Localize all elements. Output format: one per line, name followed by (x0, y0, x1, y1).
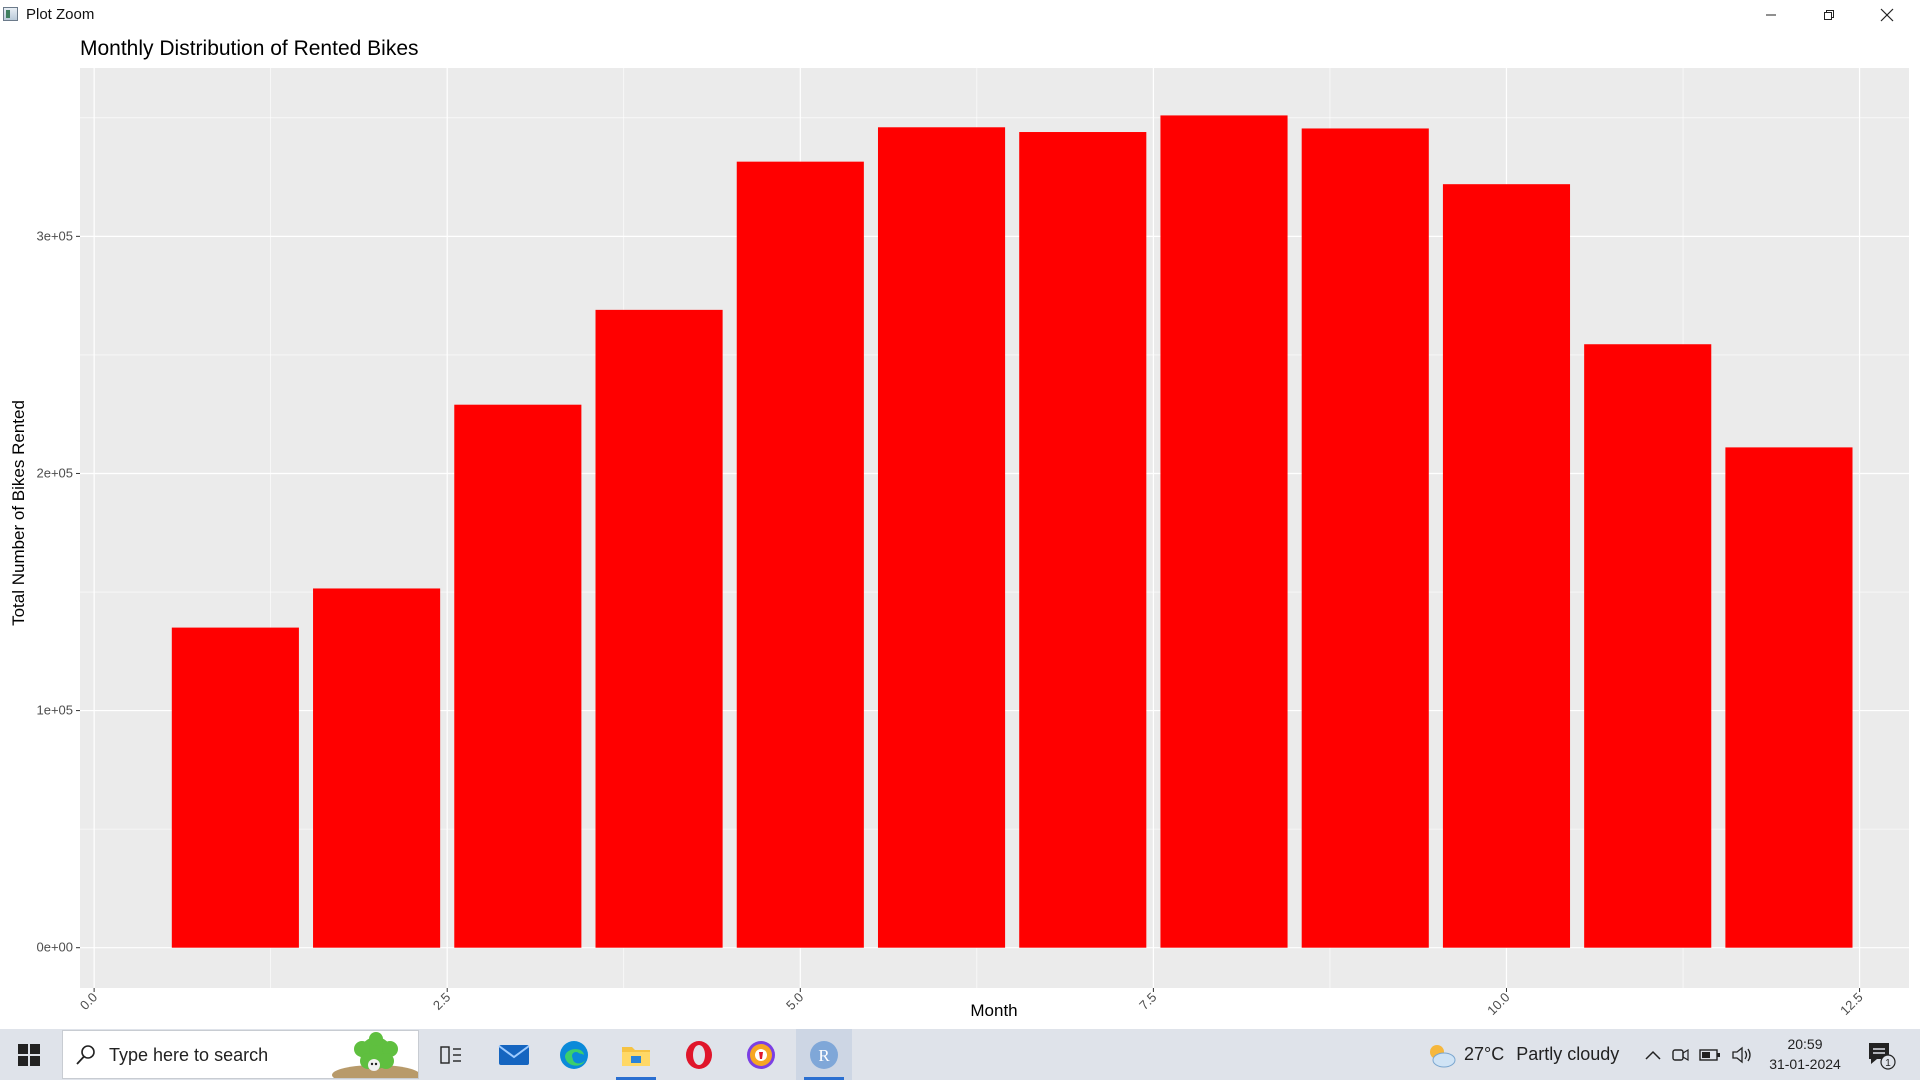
r-app[interactable]: R (796, 1029, 852, 1080)
close-button[interactable] (1858, 0, 1916, 29)
system-clock[interactable]: 20:59 31-01-2024 (1760, 1034, 1850, 1074)
close-icon (1880, 8, 1894, 21)
notification-icon: 1 (1869, 1043, 1896, 1070)
bar-month-11 (1584, 344, 1712, 948)
x-tick-label: 7.5 (1136, 990, 1159, 1013)
clock-time: 20:59 (1787, 1036, 1823, 1052)
restore-icon (1824, 9, 1834, 20)
bar-month-6 (877, 127, 1006, 948)
bar-month-3 (454, 404, 582, 948)
y-tick-label: 3e+05 (36, 228, 73, 243)
taskbar: Type here to search (0, 1029, 1920, 1080)
chevron-up-icon[interactable] (1645, 1049, 1661, 1061)
speaker-icon[interactable] (1731, 1046, 1753, 1064)
bar-month-7 (1019, 132, 1147, 948)
task-view-icon (440, 1045, 461, 1064)
window-titlebar: Plot Zoom (0, 0, 1920, 29)
bar-month-2 (313, 588, 441, 948)
x-tick-label: 10.0 (1484, 990, 1513, 1019)
notification-center-button[interactable]: 1 (1866, 1040, 1896, 1075)
bar-month-5 (736, 161, 864, 948)
x-axis-title: Month (970, 1001, 1017, 1020)
x-tick-label: 12.5 (1837, 990, 1866, 1019)
mail-icon (498, 1044, 530, 1065)
opera-icon (686, 1040, 712, 1069)
notification-count: 1 (1885, 1058, 1891, 1069)
clock-date: 31-01-2024 (1769, 1056, 1841, 1072)
bars (171, 115, 1853, 948)
edge-app[interactable] (546, 1029, 602, 1080)
bar-month-8 (1160, 115, 1288, 948)
x-tick-label: 0.0 (77, 990, 100, 1013)
search-highlight-illustration (332, 1032, 418, 1078)
r-icon: R (810, 1040, 838, 1069)
search-placeholder: Type here to search (109, 1045, 269, 1065)
search-icon (76, 1045, 95, 1065)
restore-button[interactable] (1800, 0, 1858, 29)
weather-temperature: 27°C (1464, 1044, 1505, 1064)
system-tray (1645, 1029, 1753, 1080)
bar-month-9 (1301, 128, 1429, 948)
x-tick-label: 2.5 (430, 990, 453, 1013)
y-tick-label: 1e+05 (36, 703, 73, 718)
edge-icon (560, 1040, 588, 1069)
windows-logo-icon (18, 1043, 40, 1066)
y-tick-label: 2e+05 (36, 465, 73, 480)
chart-title: Monthly Distribution of Rented Bikes (80, 37, 419, 60)
y-tick-label: 0e+00 (36, 940, 73, 955)
x-tick-label: 5.0 (783, 990, 806, 1013)
window-title: Plot Zoom (26, 6, 95, 23)
weather-condition: Partly cloudy (1516, 1044, 1620, 1064)
opera-app[interactable] (671, 1029, 727, 1080)
bar-chart: Monthly Distribution of Rented Bikes 0e+… (9, 37, 1909, 1020)
bar-month-1 (171, 627, 299, 948)
app-icon (3, 7, 18, 21)
minimize-icon (1766, 14, 1776, 15)
start-button[interactable] (0, 1029, 58, 1080)
weather-widget[interactable]: 27°C Partly cloudy (1424, 1029, 1619, 1080)
search-box[interactable]: Type here to search (62, 1030, 419, 1079)
y-axis: 0e+00 1e+05 2e+05 3e+05 (36, 228, 80, 955)
file-explorer-icon (622, 1046, 650, 1066)
task-view-button[interactable] (428, 1029, 474, 1080)
brave-app[interactable] (733, 1029, 789, 1080)
minimize-button[interactable] (1742, 0, 1800, 29)
mail-app[interactable] (486, 1029, 542, 1080)
brave-icon (747, 1040, 775, 1069)
meet-now-icon[interactable] (1671, 1046, 1689, 1064)
bar-month-10 (1442, 184, 1571, 948)
y-axis-title: Total Number of Bikes Rented (9, 400, 28, 626)
battery-icon[interactable] (1699, 1048, 1721, 1062)
partly-cloudy-icon (1430, 1044, 1456, 1067)
bar-month-12 (1725, 447, 1853, 948)
bar-month-4 (595, 309, 723, 948)
file-explorer-app[interactable] (608, 1029, 664, 1080)
svg-text:R: R (818, 1046, 830, 1065)
